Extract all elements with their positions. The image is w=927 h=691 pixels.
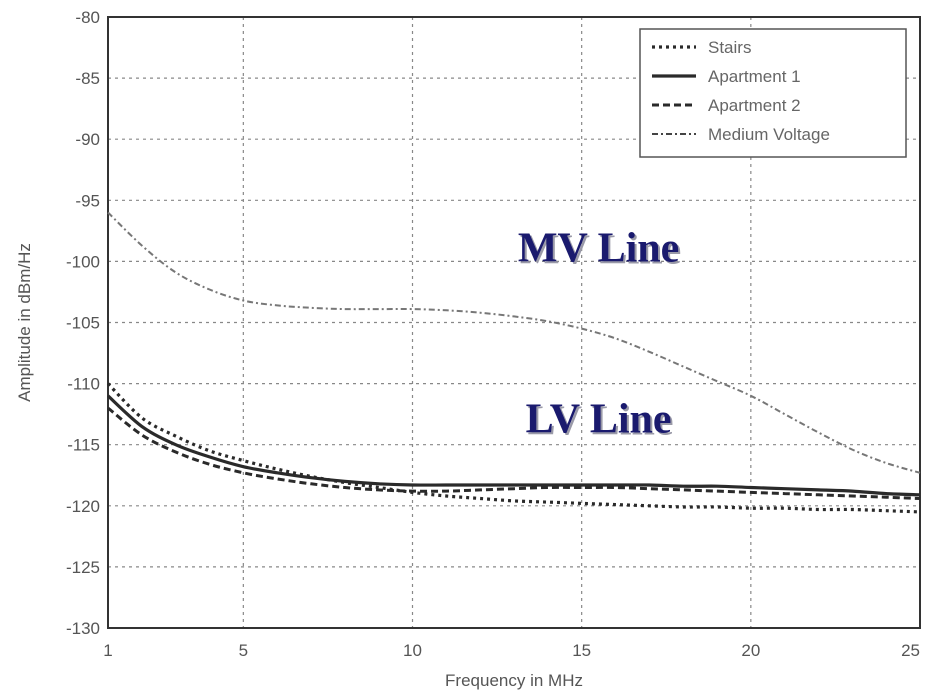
series-line-apartment-2 [107,406,921,500]
legend-label-stairs: Stairs [708,38,751,57]
legend: Stairs Apartment 1 Apartment 2 Medium Volta… [639,28,907,158]
annotation-shadow-mv-line: MV Line [520,227,681,273]
legend-label-apartment-2: Apartment 2 [708,96,801,115]
y-tick-label-10: -130 [66,619,100,638]
x-tick-label-1: 5 [239,641,248,660]
legend-label-apartment-1: Apartment 1 [708,67,801,86]
y-tick-label-7: -115 [67,436,100,455]
plot-frame [107,16,921,629]
x-tick-label-4: 20 [741,641,760,660]
y-tick-label-8: -120 [66,497,100,516]
series-line-medium-voltage [107,211,921,474]
legend-box [639,28,907,158]
tick-labels: 1 5 10 15 20 25-80-85-90-95-100-105-110-115-1… [66,8,920,660]
x-tick-label-0: 1 [103,641,112,660]
y-tick-label-4: -100 [66,252,100,271]
legend-label-medium-voltage: Medium Voltage [708,125,830,144]
series-layer [106,211,921,514]
y-tick-label-9: -125 [66,558,100,577]
y-tick-label-6: -110 [67,375,100,394]
annotation-shadow-lv-line: LV Line [528,398,674,444]
annotation-lv-line: LV Line [526,396,672,442]
y-axis-label: Amplitude in dBm/Hz [15,243,34,402]
x-tick-label-2: 10 [403,641,422,660]
grid-lines [108,17,920,628]
y-tick-label-1: -85 [75,69,100,88]
y-tick-label-2: -90 [75,130,100,149]
series-line-apartment-1 [106,394,921,497]
x-tick-label-3: 15 [572,641,591,660]
x-tick-label-5: 25 [901,641,920,660]
y-tick-label-0: -80 [75,8,100,27]
y-tick-label-5: -105 [66,314,100,333]
x-axis-label: Frequency in MHz [445,671,583,690]
annotation-mv-line: MV Line [518,225,679,271]
y-tick-label-3: -95 [75,191,100,210]
